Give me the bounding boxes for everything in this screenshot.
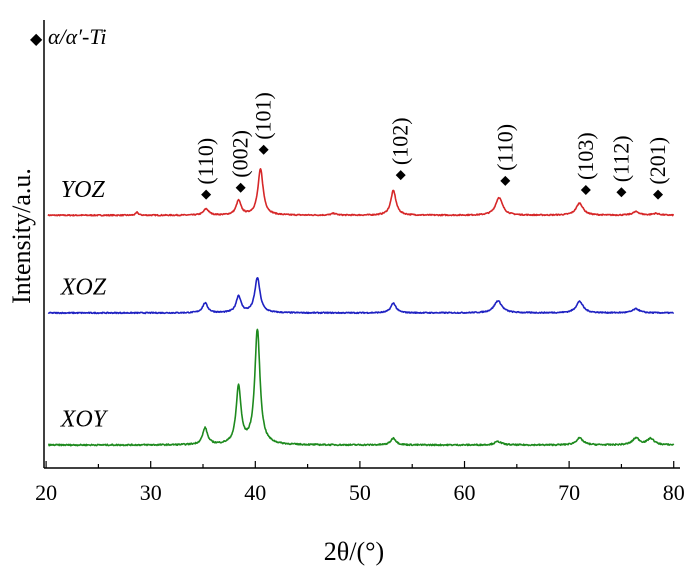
peak-diamond-icon — [653, 189, 664, 200]
x-tick-label: 50 — [349, 480, 371, 505]
series-line-yoz — [47, 167, 675, 217]
peak-label: (002) — [228, 130, 253, 178]
legend-label: α/α′-Ti — [48, 24, 106, 49]
series-line-xoz — [47, 276, 675, 315]
axes: 20 30 40 50 60 70 80 — [35, 20, 685, 505]
y-axis-title: Intensity/a.u. — [7, 168, 36, 304]
peak-label: (101) — [251, 92, 276, 140]
x-tick-label: 70 — [558, 480, 580, 505]
peak-diamond-icon — [258, 144, 269, 155]
legend-diamond-icon: ◆ — [30, 31, 43, 48]
peak-label: (201) — [645, 137, 670, 185]
peak-diamond-icon — [201, 189, 212, 200]
x-axis-title: 2θ/(°) — [324, 537, 384, 566]
peak-diamond-icon — [500, 175, 511, 186]
x-tick-label: 30 — [140, 480, 162, 505]
legend: ◆ α/α′-Ti — [30, 24, 106, 49]
series-label-xoy: XOY — [60, 407, 109, 433]
x-tick-label: 60 — [454, 480, 476, 505]
peak-diamond-icon — [395, 170, 406, 181]
series-label-xoz: XOZ — [60, 275, 107, 301]
x-tick-label: 80 — [663, 480, 685, 505]
x-tick-label: 40 — [244, 480, 266, 505]
peak-diamond-icon — [235, 182, 246, 193]
peak-annotations: (110) (002)(101) (102) (110) (103) (112) (201) — [193, 92, 670, 200]
peak-label: (103) — [573, 132, 598, 180]
peak-label: (102) — [388, 117, 413, 165]
x-tick-label: 20 — [35, 480, 57, 505]
peak-label: (112) — [608, 135, 633, 182]
peak-diamond-icon — [580, 185, 591, 196]
series-line-xoy — [47, 328, 675, 447]
series-layer: YOZ XOZ XOY — [47, 167, 675, 447]
peak-diamond-icon — [616, 187, 627, 198]
peak-label: (110) — [193, 138, 218, 185]
peak-label: (110) — [492, 124, 517, 171]
series-label-yoz: YOZ — [61, 177, 106, 203]
